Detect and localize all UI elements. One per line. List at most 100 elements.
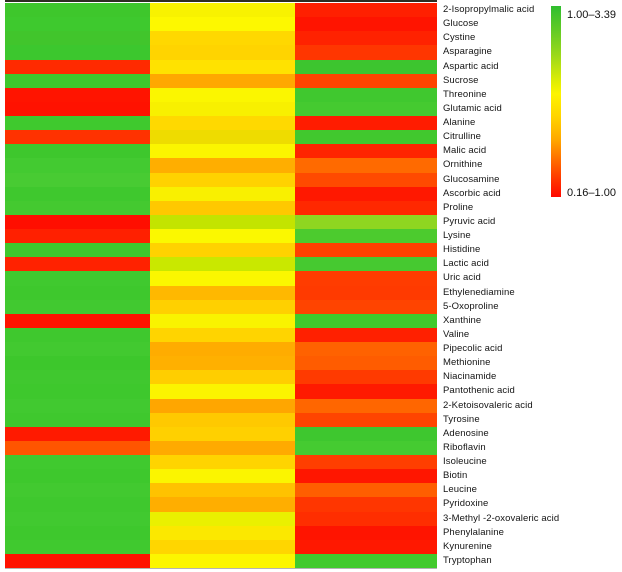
heatmap-cell xyxy=(150,257,295,272)
heatmap-cell xyxy=(5,144,150,159)
row-label: Ascorbic acid xyxy=(443,187,501,199)
row-label: Pipecolic acid xyxy=(443,343,503,354)
heatmap-cell xyxy=(295,243,437,258)
heatmap-cell xyxy=(5,412,150,427)
heatmap-cell xyxy=(295,511,437,526)
legend-max-label: 1.00–3.39 xyxy=(567,9,616,21)
heatmap-cell xyxy=(295,553,437,568)
heatmap-cell xyxy=(5,342,150,357)
heatmap-cell xyxy=(150,59,295,74)
heatmap-cell xyxy=(150,243,295,258)
heatmap-cell xyxy=(295,3,437,18)
row-label: Lactic acid xyxy=(443,258,489,270)
heatmap-cell xyxy=(150,73,295,88)
row-label: 2-Ketoisovaleric acid xyxy=(443,399,533,411)
row-label: Niacinamide xyxy=(443,371,497,383)
heatmap-cell xyxy=(5,17,150,32)
heatmap-cell xyxy=(295,356,437,371)
heatmap-cell xyxy=(5,116,150,131)
heatmap-cell xyxy=(5,271,150,286)
heatmap-cell xyxy=(5,539,150,554)
heatmap-cell xyxy=(150,455,295,470)
row-label: Isoleucine xyxy=(443,456,487,467)
heatmap-cell xyxy=(150,553,295,568)
row-label: Riboflavin xyxy=(443,441,486,453)
heatmap-cell xyxy=(5,257,150,272)
heatmap-cell xyxy=(150,511,295,526)
heatmap-cell xyxy=(5,3,150,18)
heatmap-cell xyxy=(5,525,150,540)
row-label: Adenosine xyxy=(443,427,489,439)
row-label: Pantothenic acid xyxy=(443,385,515,397)
row-label: Cystine xyxy=(443,32,476,44)
heatmap-cell xyxy=(295,229,437,244)
heatmap-cell xyxy=(295,342,437,357)
heatmap-cell xyxy=(150,440,295,455)
heatmap-cell xyxy=(5,87,150,102)
legend-min-label: 0.16–1.00 xyxy=(567,187,616,199)
heatmap-bottom-border xyxy=(5,568,437,569)
heatmap-cell xyxy=(295,130,437,145)
heatmap-cell xyxy=(5,243,150,258)
heatmap-cell xyxy=(295,271,437,286)
heatmap-cell xyxy=(150,116,295,131)
heatmap-cell xyxy=(295,313,437,328)
heatmap-cell xyxy=(295,398,437,413)
row-label: Ornithine xyxy=(443,159,483,171)
heatmap-cell xyxy=(295,370,437,385)
heatmap-cell xyxy=(295,87,437,102)
row-label: Asparagine xyxy=(443,46,493,58)
heatmap-cell xyxy=(150,525,295,540)
row-label: Leucine xyxy=(443,484,477,496)
row-labels: 2-Isopropylmalic acid Glucose Cystine Aspar… xyxy=(443,3,613,568)
heatmap-cell xyxy=(5,101,150,116)
heatmap-cell xyxy=(150,497,295,512)
heatmap-cell xyxy=(150,200,295,215)
heatmap-cell xyxy=(150,412,295,427)
heatmap-top-border xyxy=(5,0,437,2)
heatmap-cell xyxy=(5,440,150,455)
heatmap-cell xyxy=(5,497,150,512)
heatmap-cell xyxy=(150,271,295,286)
row-label: Aspartic acid xyxy=(443,60,499,72)
heatmap-cell xyxy=(295,412,437,427)
heatmap-cell xyxy=(295,186,437,201)
row-label: Phenylalanine xyxy=(443,526,504,538)
heatmap-cell xyxy=(295,455,437,470)
heatmap-cell xyxy=(295,469,437,484)
heatmap-cell xyxy=(150,327,295,342)
heatmap-grid xyxy=(5,3,437,568)
row-label: Sucrose xyxy=(443,74,479,86)
heatmap-cell xyxy=(295,73,437,88)
heatmap-cell xyxy=(5,229,150,244)
heatmap-cell xyxy=(5,31,150,46)
row-label: Glucosamine xyxy=(443,173,500,185)
heatmap-cell xyxy=(295,539,437,554)
heatmap-cell xyxy=(295,497,437,512)
heatmap-cell xyxy=(150,172,295,187)
row-label: Pyruvic acid xyxy=(443,215,496,227)
row-label: Ethylenediamine xyxy=(443,286,515,298)
heatmap-cell xyxy=(5,469,150,484)
heatmap-cell xyxy=(5,398,150,413)
heatmap-cell xyxy=(5,186,150,201)
heatmap-cell xyxy=(5,45,150,60)
heatmap-cell xyxy=(150,398,295,413)
heatmap-cell xyxy=(5,214,150,229)
heatmap-cell xyxy=(5,426,150,441)
heatmap-cell xyxy=(5,356,150,371)
heatmap-cell xyxy=(295,200,437,215)
heatmap-cell xyxy=(150,285,295,300)
heatmap-cell xyxy=(150,101,295,116)
heatmap-cell xyxy=(150,539,295,554)
row-label: 3-Methyl -2-oxovaleric acid xyxy=(443,512,560,524)
heatmap-cell xyxy=(5,59,150,74)
heatmap-cell xyxy=(150,158,295,173)
heatmap-cell xyxy=(150,186,295,201)
row-label: Alanine xyxy=(443,117,476,128)
row-label: Tyrosine xyxy=(443,413,480,425)
row-label: Citrulline xyxy=(443,131,481,143)
row-label: Proline xyxy=(443,201,474,213)
row-label: Xanthine xyxy=(443,314,482,326)
heatmap-cell xyxy=(150,130,295,145)
